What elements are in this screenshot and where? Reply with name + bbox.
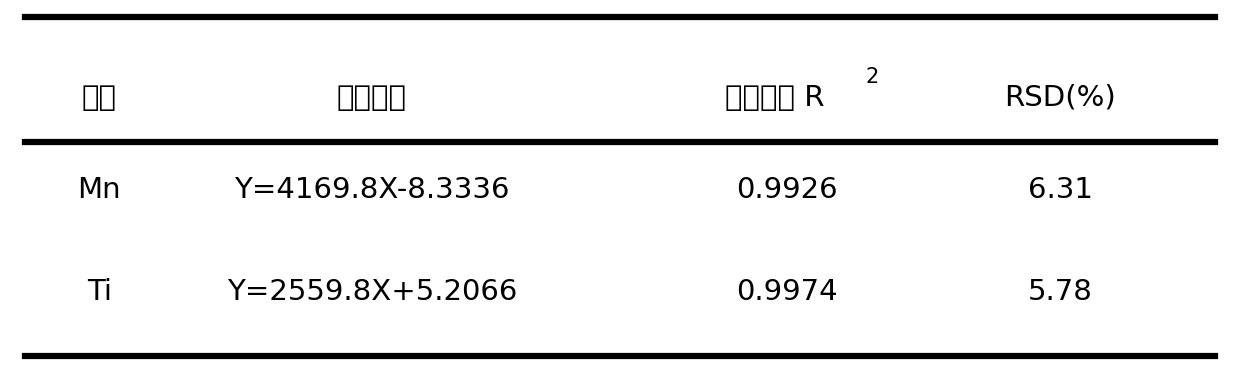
Text: 元素: 元素 (82, 84, 117, 112)
Text: 2: 2 (866, 68, 878, 87)
Text: 5.78: 5.78 (1028, 277, 1092, 306)
Text: 0.9974: 0.9974 (737, 277, 838, 306)
Text: Y=4169.8X-8.3336: Y=4169.8X-8.3336 (234, 176, 510, 204)
Text: 确定系数 R: 确定系数 R (725, 84, 825, 112)
Text: RSD(%): RSD(%) (1004, 84, 1116, 112)
Text: Ti: Ti (87, 277, 112, 306)
Text: Mn: Mn (77, 176, 122, 204)
Text: Y=2559.8X+5.2066: Y=2559.8X+5.2066 (227, 277, 517, 306)
Text: 0.9926: 0.9926 (737, 176, 838, 204)
Text: 6.31: 6.31 (1028, 176, 1092, 204)
Text: 回归方程: 回归方程 (337, 84, 407, 112)
